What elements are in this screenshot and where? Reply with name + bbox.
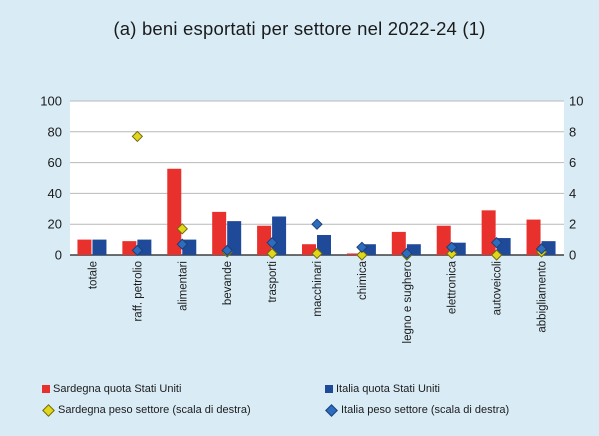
bar-sardegna-quota	[526, 219, 541, 255]
marker-italia-peso	[176, 238, 188, 250]
marker-sardegna-peso	[176, 223, 188, 235]
marker-italia-peso	[311, 218, 323, 230]
legend-marker-italia-peso	[325, 403, 338, 417]
category-label: bevande	[222, 261, 234, 305]
bar-sardegna-quota	[481, 210, 496, 255]
marker-sardegna-peso	[311, 247, 323, 260]
legend-italia-peso: Italia peso settore (scala di destra)	[325, 403, 510, 417]
y-left-tick-label: 80	[48, 124, 62, 139]
category-label: macchinari	[312, 261, 324, 317]
marker-italia-peso	[490, 236, 503, 249]
legend-sardegna-peso: Sardegna peso settore (scala di destra)	[42, 403, 251, 417]
marker-italia-peso	[535, 243, 548, 255]
bar-italia-quota	[227, 221, 242, 255]
legend-swatch-sardegna-quota	[42, 385, 50, 393]
marker-italia-peso	[266, 236, 278, 249]
bar-sardegna-quota	[436, 225, 451, 255]
category-label: alimentari	[177, 261, 189, 311]
label-layer: totale raff. petrolio alimentari bevande tra…	[87, 260, 548, 343]
bar-sardegna-quota	[167, 168, 182, 255]
bar-italia-quota	[317, 234, 331, 255]
marker-sardegna-peso	[490, 249, 503, 261]
marker-sardegna-peso	[446, 247, 458, 260]
category-label: legno e sughero	[402, 261, 414, 343]
category-label: autoveicoli	[492, 261, 504, 315]
marker-layer	[131, 130, 548, 261]
y-left-tick-label: 40	[48, 186, 62, 201]
y-right-tick-label: 0	[569, 248, 576, 263]
marker-italia-peso	[131, 244, 144, 257]
marker-sardegna-peso	[131, 130, 144, 143]
marker-italia-peso	[446, 241, 458, 254]
bar-italia-quota	[272, 216, 287, 255]
category-label: totale	[87, 261, 99, 289]
y-right-tick-label: 4	[569, 186, 576, 201]
y-right-tick-label: 8	[569, 124, 576, 139]
bar-sardegna-quota	[391, 231, 406, 255]
y-left-tick-label: 0	[55, 248, 62, 263]
category-label: chimica	[357, 260, 369, 300]
y-left-tick-label: 20	[48, 217, 62, 232]
bar-italia-quota	[92, 239, 107, 255]
marker-sardegna-peso	[356, 249, 368, 261]
legend-sardegna-quota: Sardegna quota Stati Uniti	[42, 383, 181, 395]
legend-label-sardegna-peso: Sardegna peso settore (scala di destra)	[58, 404, 251, 416]
marker-italia-peso	[221, 244, 233, 257]
category-label: elettronica	[447, 260, 459, 314]
category-label: trasporti	[267, 261, 279, 303]
legend-label-italia-quota: Italia quota Stati Uniti	[336, 383, 440, 395]
bar-sardegna-quota	[77, 239, 92, 255]
bar-sardegna-quota	[212, 211, 227, 255]
legend-swatch-italia-quota	[325, 385, 333, 393]
y-right-tick-label: 2	[569, 217, 576, 232]
y-left-tick-label: 100	[40, 94, 62, 109]
marker-italia-peso	[356, 241, 368, 254]
y-right-tick-label: 6	[569, 155, 576, 170]
bar-sardegna-quota	[302, 244, 316, 255]
chart-title: (a) beni esportati per settore nel 2022-…	[113, 18, 486, 39]
y-right-tick-label: 10	[569, 94, 583, 109]
marker-sardegna-peso	[266, 247, 278, 260]
bar-sardegna-quota	[257, 225, 272, 255]
bar-italia-quota	[361, 244, 376, 255]
legend-marker-sardegna-peso	[42, 403, 55, 417]
bar-italia-quota	[406, 244, 421, 255]
category-label: abbigliamento	[537, 261, 549, 333]
y-left-tick-label: 60	[48, 155, 62, 170]
legend-label-sardegna-quota: Sardegna quota Stati Uniti	[53, 383, 182, 395]
marker-italia-peso	[401, 247, 413, 260]
legend-label-italia-peso: Italia peso settore (scala di destra)	[341, 404, 510, 416]
bar-sardegna-quota	[346, 253, 361, 255]
category-label: raff. petrolio	[132, 261, 144, 322]
legend-italia-quota: Italia quota Stati Uniti	[325, 383, 440, 395]
axis-layer: 0 20 40 60 80 100 0 2 4 6 8 10	[40, 94, 583, 263]
